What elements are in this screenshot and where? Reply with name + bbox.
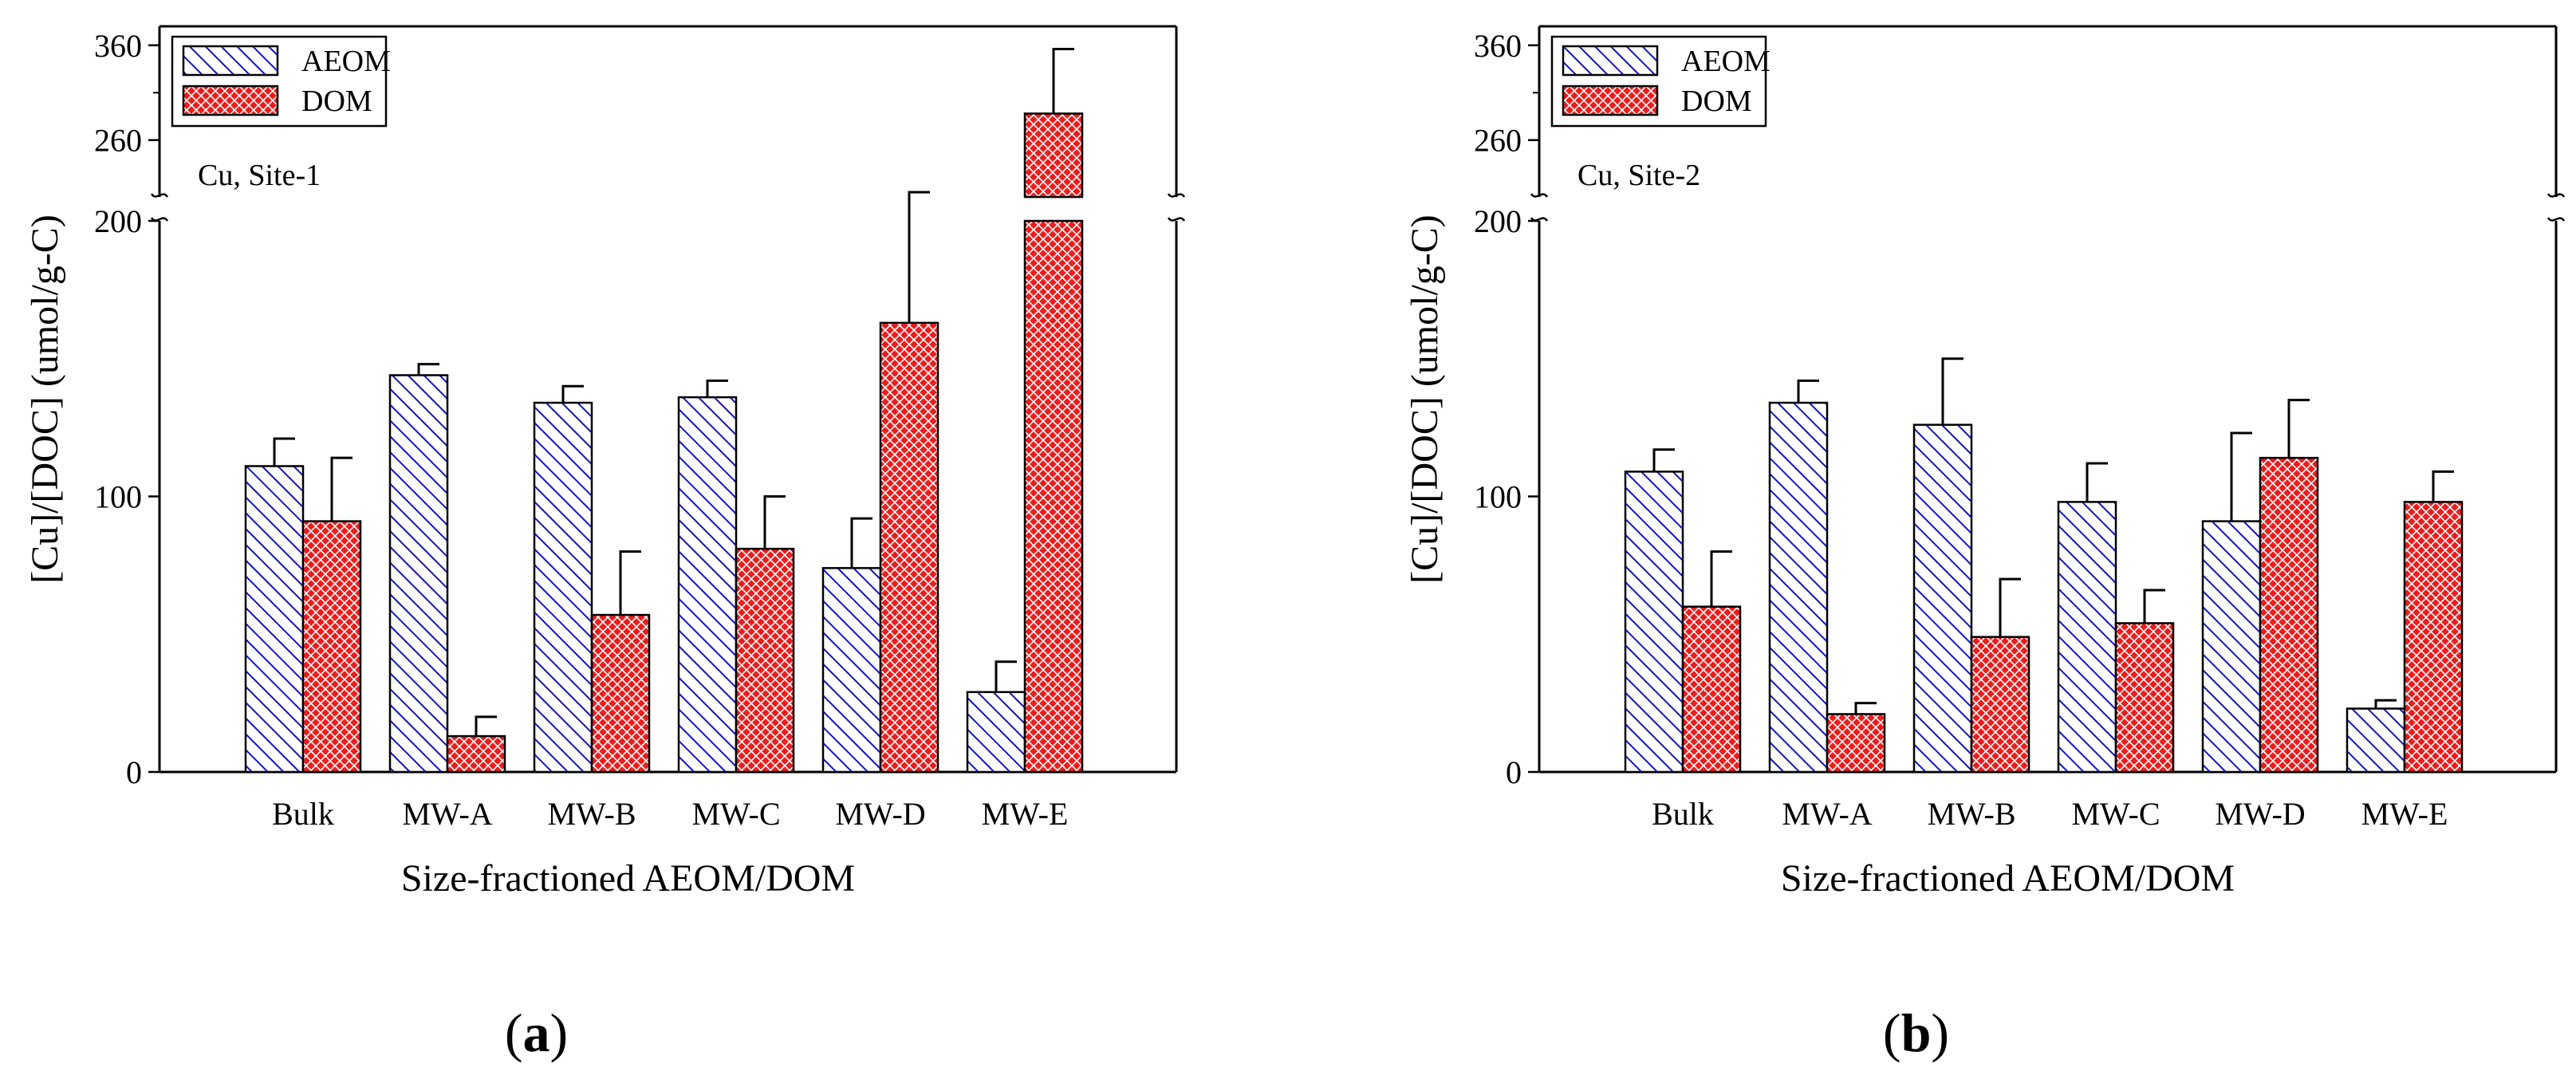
x-tick-label: MW-B	[547, 796, 636, 832]
x-tick-label: MW-C	[2071, 796, 2160, 832]
bar-aeom	[1912, 423, 1973, 774]
legend-label-dom: DOM	[1681, 85, 1752, 118]
axis-break-mark-left-upper	[150, 193, 169, 198]
bar-dom	[2259, 456, 2319, 774]
bar-dom	[1970, 636, 2030, 774]
y-axis-title: [Cu]/[DOC] (umol/g-C)	[1404, 215, 1446, 584]
bar-aeom	[966, 691, 1026, 774]
bar-aeom	[388, 374, 449, 774]
legend-swatch-dom	[182, 85, 279, 116]
bar-dom	[735, 547, 795, 774]
bar-dom	[590, 613, 651, 774]
legend-swatch-aeom	[182, 45, 279, 77]
y-tick-label: 260	[1474, 123, 1522, 159]
bar-aeom	[2201, 520, 2262, 774]
y-tick-label: 200	[1474, 203, 1522, 239]
sub-figure-caption: (b)	[1883, 1002, 1949, 1063]
y-tick-label: 0	[126, 754, 142, 790]
y-axis-title: [Cu]/[DOC] (umol/g-C)	[24, 215, 66, 584]
x-tick-label: Bulk	[1652, 796, 1714, 832]
bar-dom	[879, 321, 939, 774]
legend-swatch-aeom	[1562, 45, 1659, 77]
legend-swatch-dom	[1562, 85, 1659, 116]
x-tick-label: MW-E	[982, 796, 1069, 832]
bar-dom	[1023, 219, 1084, 774]
sub-figure-caption-part: a	[523, 1002, 550, 1063]
x-axis-title: Size-fractioned AEOM/DOM	[1781, 857, 2235, 900]
y-tick-label: 360	[94, 28, 142, 64]
y-tick-label: 200	[94, 203, 142, 239]
bar-aeom	[1624, 471, 1684, 774]
panel-annotation: Cu, Site-2	[1578, 159, 1700, 192]
bar-aeom	[2057, 501, 2117, 774]
sub-figure-caption-part: )	[1931, 1002, 1949, 1063]
x-tick-label: MW-D	[835, 796, 925, 832]
bar-dom	[446, 734, 506, 774]
bar-dom	[1826, 713, 1886, 774]
legend-label-aeom: AEOM	[301, 45, 391, 78]
bar-aeom	[677, 396, 738, 774]
axis-break-mark-left-lower	[150, 217, 169, 222]
bar-aeom	[1768, 401, 1829, 774]
sub-figure-caption: (a)	[505, 1002, 568, 1063]
legend-label-aeom: AEOM	[1681, 45, 1771, 78]
sub-figure-caption-part: b	[1901, 1002, 1932, 1063]
x-axis-title: Size-fractioned AEOM/DOM	[401, 857, 855, 900]
bar-dom-upper	[1023, 112, 1084, 199]
y-tick-label: 260	[94, 123, 142, 159]
x-tick-label: Bulk	[272, 796, 334, 832]
x-tick-label: MW-E	[2361, 796, 2448, 832]
axis-break-mark-right-lower	[2546, 217, 2566, 222]
axis-break-mark-left-upper	[1530, 193, 1549, 198]
y-tick-label: 100	[94, 479, 142, 515]
sub-figure-caption-part: (	[505, 1002, 523, 1063]
bar-dom	[2114, 622, 2175, 774]
axis-break-mark-right-lower	[1167, 217, 1186, 222]
bar-dom	[1681, 605, 1742, 774]
chart-panel-a: 0 100 200 260 360 Bulk MW-A MW-B MW-C MW-D MW-E AEO…	[24, 25, 1186, 1063]
axis-break-mark-left-lower	[1530, 217, 1549, 222]
panel-annotation: Cu, Site-1	[198, 159, 321, 192]
axis-break-mark-right-upper	[1167, 193, 1186, 198]
bar-dom	[2403, 501, 2464, 774]
axis-break-mark-right-upper	[2546, 193, 2566, 198]
y-tick-label: 360	[1474, 28, 1522, 64]
y-tick-label: 0	[1506, 754, 1522, 790]
bar-aeom	[244, 465, 305, 774]
bar-aeom	[533, 401, 593, 774]
x-tick-label: MW-B	[1927, 796, 2015, 832]
bar-dom	[301, 520, 362, 774]
bar-aeom	[2346, 707, 2406, 774]
bar-aeom	[821, 567, 882, 774]
x-tick-label: MW-A	[402, 796, 492, 832]
x-tick-label: MW-A	[1782, 796, 1872, 832]
x-tick-label: MW-C	[691, 796, 780, 832]
x-tick-label: MW-D	[2215, 796, 2305, 832]
y-tick-label: 100	[1474, 479, 1522, 515]
legend-label-dom: DOM	[301, 85, 372, 118]
chart-panel-b: 0 100 200 260 360 Bulk MW-A MW-B MW-C MW-D MW-E AEO…	[1404, 25, 2566, 1063]
sub-figure-caption-part: (	[1883, 1002, 1901, 1063]
sub-figure-caption-part: )	[550, 1002, 569, 1063]
